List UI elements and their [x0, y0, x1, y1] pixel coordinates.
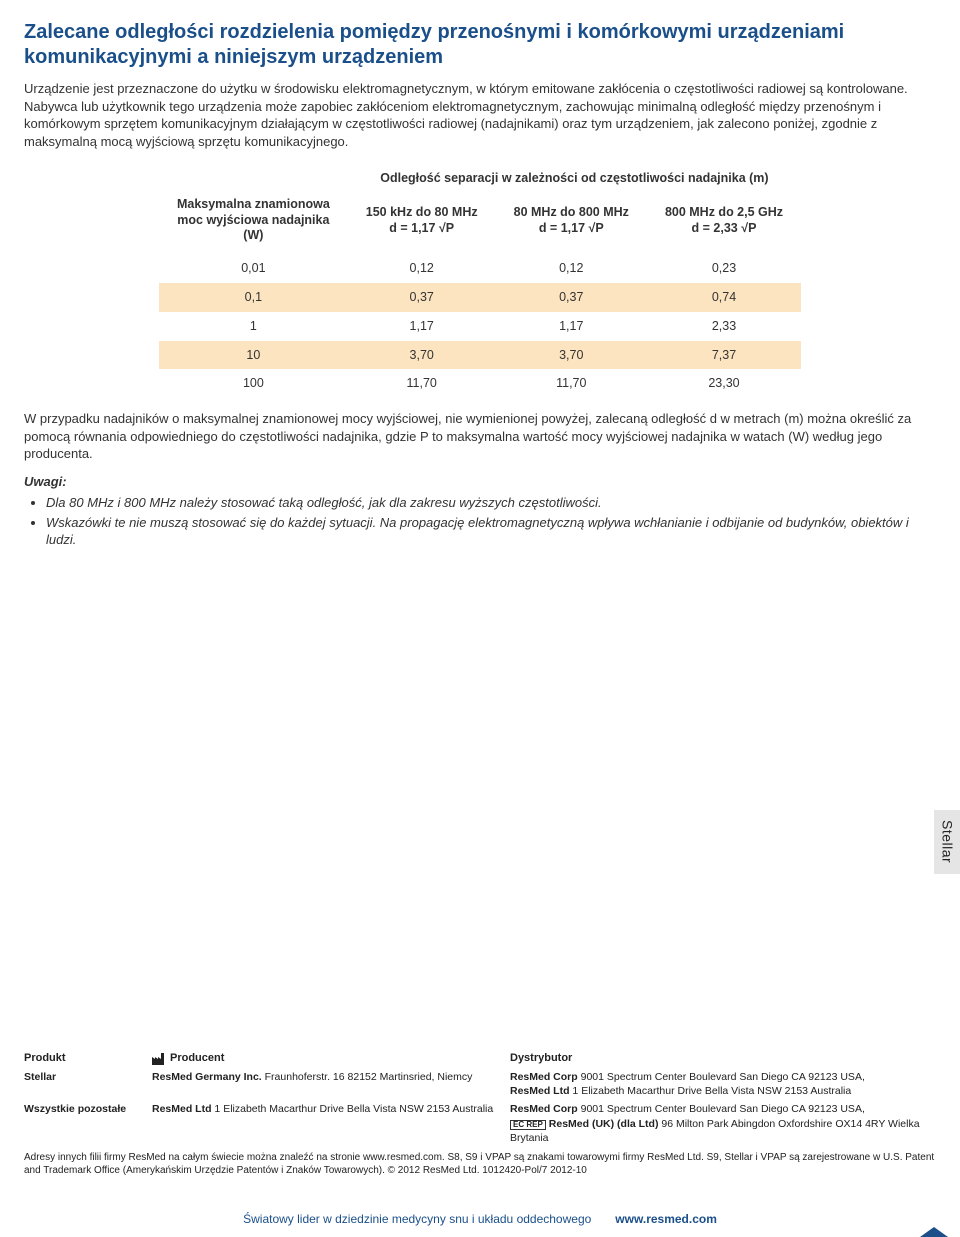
notes-label: Uwagi:: [24, 473, 936, 491]
mfg-name: ResMed Ltd: [152, 1103, 212, 1115]
cell-value: 1,17: [348, 312, 496, 341]
table-row: 0,1 0,37 0,37 0,74: [159, 283, 801, 312]
intro-paragraph: Urządzenie jest przeznaczone do użytku w…: [24, 80, 936, 150]
table-row-header: Maksymalna znamionowa moc wyjściowa nada…: [159, 191, 348, 254]
cell-value: 0,37: [348, 283, 496, 312]
manufacturer-block: Produkt Producent Dystrybutor Stellar Re…: [24, 1051, 936, 1177]
row-header-line: Maksymalna znamionowa: [177, 197, 330, 211]
dist-addr: 1 Elizabeth Macarthur Drive Bella Vista …: [570, 1085, 852, 1097]
cell-value: 7,37: [647, 341, 801, 370]
cell-value: 3,70: [348, 341, 496, 370]
col-header-line: 800 MHz do 2,5 GHz: [665, 205, 783, 219]
col-header-2: 80 MHz do 800 MHz d = 1,17 √P: [496, 191, 647, 254]
dist-addr: 9001 Spectrum Center Boulevard San Diego…: [578, 1071, 865, 1083]
header-manufacturer: Producent: [152, 1051, 502, 1066]
mfg-addr: Fraunhoferstr. 16 82152 Martinsried, Nie…: [262, 1071, 473, 1083]
cell-power: 100: [159, 369, 348, 398]
footer-slogan: Światowy lider w dziedzinie medycyny snu…: [243, 1211, 591, 1227]
footer-bar: Światowy lider w dziedzinie medycyny snu…: [0, 1201, 960, 1237]
dist-other: ResMed Corp 9001 Spectrum Center Bouleva…: [510, 1102, 936, 1145]
col-header-line: d = 1,17 √P: [389, 221, 454, 235]
col-header-line: 80 MHz do 800 MHz: [514, 205, 629, 219]
cell-value: 11,70: [496, 369, 647, 398]
col-header-line: d = 1,17 √P: [539, 221, 604, 235]
dist-name: ResMed (UK) (dla Ltd): [549, 1118, 659, 1130]
header-distributor: Dystrybutor: [510, 1051, 936, 1066]
note-item: Dla 80 MHz i 800 MHz należy stosować tak…: [46, 495, 936, 512]
dist-name: ResMed Corp: [510, 1071, 578, 1083]
cell-power: 1: [159, 312, 348, 341]
footer-triangle-icon: [920, 1227, 948, 1237]
cell-value: 2,33: [647, 312, 801, 341]
note-item: Wskazówki te nie muszą stosować się do k…: [46, 515, 936, 549]
cell-power: 0,01: [159, 254, 348, 283]
notes-list: Dla 80 MHz i 800 MHz należy stosować tak…: [24, 495, 936, 550]
cell-value: 0,23: [647, 254, 801, 283]
cell-value: 0,12: [496, 254, 647, 283]
dist-name: ResMed Corp: [510, 1103, 578, 1115]
page-title: Zalecane odległości rozdzielenia pomiędz…: [24, 20, 936, 70]
cell-power: 0,1: [159, 283, 348, 312]
mfg-addr: 1 Elizabeth Macarthur Drive Bella Vista …: [212, 1103, 494, 1115]
cell-value: 3,70: [496, 341, 647, 370]
product-stellar: Stellar: [24, 1070, 144, 1084]
cell-value: 0,74: [647, 283, 801, 312]
separation-distance-table: Odległość separacji w zależności od częs…: [159, 164, 801, 398]
table-row: 100 11,70 11,70 23,30: [159, 369, 801, 398]
dist-addr: 9001 Spectrum Center Boulevard San Diego…: [578, 1103, 865, 1115]
cell-value: 0,37: [496, 283, 647, 312]
dist-stellar: ResMed Corp 9001 Spectrum Center Bouleva…: [510, 1070, 936, 1098]
row-header-line: moc wyjściowa nadajnika: [177, 213, 329, 227]
fine-print: Adresy innych filii firmy ResMed na cały…: [24, 1151, 936, 1177]
table-row: 0,01 0,12 0,12 0,23: [159, 254, 801, 283]
header-manufacturer-text: Producent: [170, 1051, 224, 1066]
cell-value: 0,12: [348, 254, 496, 283]
row-header-line: (W): [243, 228, 263, 242]
col-header-1: 150 kHz do 80 MHz d = 1,17 √P: [348, 191, 496, 254]
footer-url: www.resmed.com: [615, 1211, 717, 1227]
cell-value: 11,70: [348, 369, 496, 398]
cell-value: 23,30: [647, 369, 801, 398]
table-super-header: Odległość separacji w zależności od częs…: [348, 164, 801, 191]
col-header-line: d = 2,33 √P: [692, 221, 757, 235]
factory-icon: [152, 1053, 166, 1065]
mfg-stellar: ResMed Germany Inc. Fraunhoferstr. 16 82…: [152, 1070, 502, 1084]
col-header-line: 150 kHz do 80 MHz: [366, 205, 478, 219]
col-header-3: 800 MHz do 2,5 GHz d = 2,33 √P: [647, 191, 801, 254]
ec-rep-icon: EC REP: [510, 1120, 546, 1131]
mfg-name: ResMed Germany Inc.: [152, 1071, 262, 1083]
cell-power: 10: [159, 341, 348, 370]
cell-value: 1,17: [496, 312, 647, 341]
product-other: Wszystkie pozostałe: [24, 1102, 144, 1116]
side-tab-stellar: Stellar: [934, 810, 960, 874]
table-row: 10 3,70 3,70 7,37: [159, 341, 801, 370]
table-row: 1 1,17 1,17 2,33: [159, 312, 801, 341]
dist-name: ResMed Ltd: [510, 1085, 570, 1097]
mfg-other: ResMed Ltd 1 Elizabeth Macarthur Drive B…: [152, 1102, 502, 1116]
post-table-paragraph: W przypadku nadajników o maksymalnej zna…: [24, 410, 936, 463]
header-product: Produkt: [24, 1051, 144, 1066]
